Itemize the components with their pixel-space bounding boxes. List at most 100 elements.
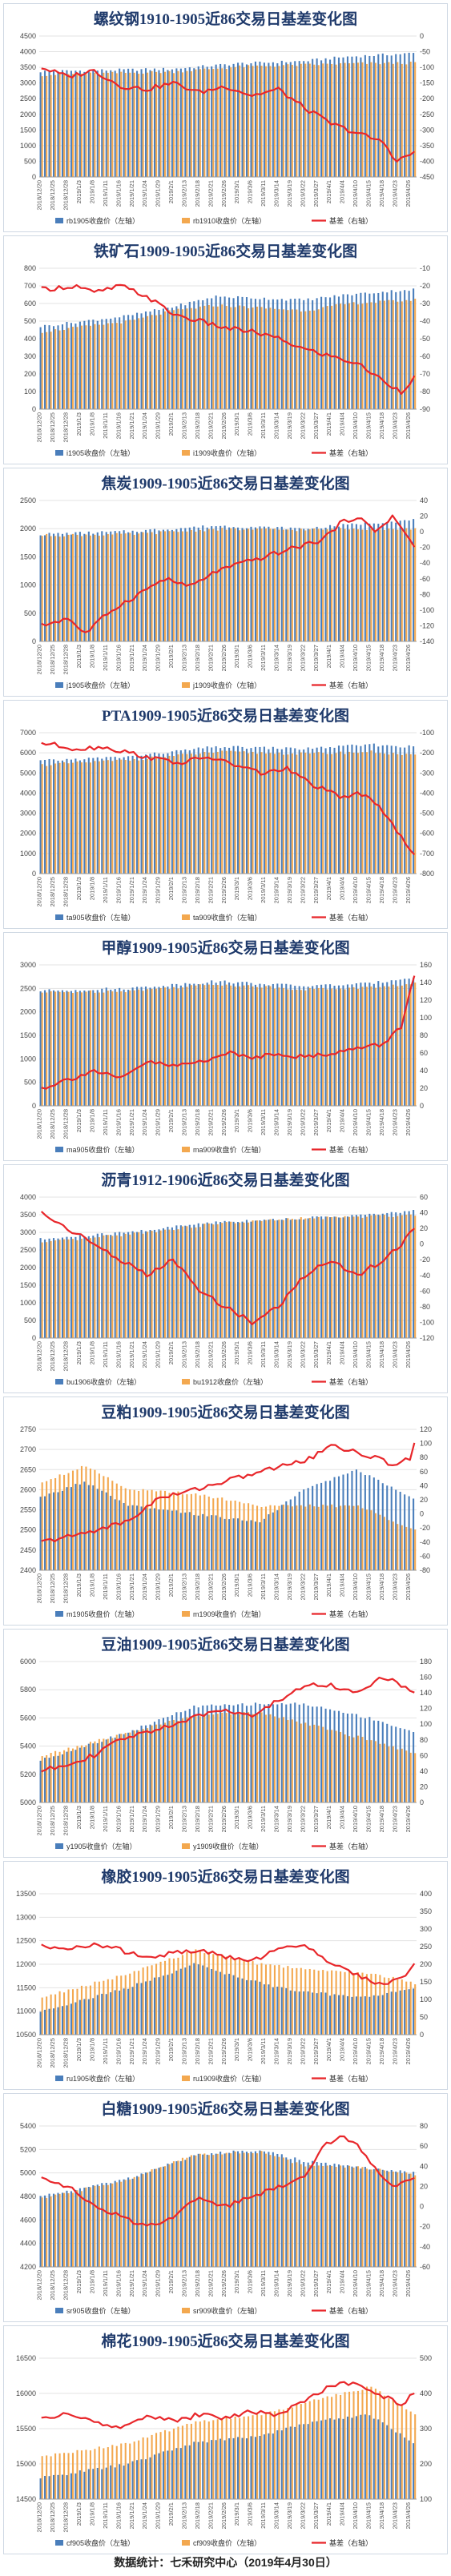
- bar-far: [203, 985, 206, 1106]
- bar-near: [74, 990, 77, 1106]
- bar-far: [172, 310, 175, 409]
- bar-far: [195, 1227, 197, 1338]
- bar-near: [377, 54, 380, 177]
- bar-far: [195, 1715, 197, 1802]
- bar-far: [195, 69, 197, 177]
- bar-far: [291, 2407, 293, 2499]
- bar-far: [344, 1734, 346, 1802]
- bar-near: [250, 1980, 252, 2035]
- legend-label: j1905收盘价（左轴）: [66, 681, 135, 689]
- left-axis-tick-label: 2750: [20, 1425, 36, 1433]
- bar-far: [331, 1216, 333, 1338]
- bar-far: [414, 754, 417, 874]
- bar-far: [159, 1490, 162, 1570]
- bar-near: [307, 1218, 309, 1338]
- bar-far: [212, 985, 215, 1106]
- x-axis-tick-label: 2019/2/21: [207, 2038, 214, 2064]
- chart-title: 沥青1912-1906近86交易日基差变化图: [101, 1172, 350, 1189]
- right-axis-tick-label: -60: [420, 575, 430, 583]
- bar-near: [232, 2150, 235, 2267]
- bar-near: [272, 1704, 274, 1802]
- bar-near: [175, 983, 178, 1106]
- bar-far: [282, 1504, 284, 1570]
- legend-label: 基差（右轴）: [329, 2306, 372, 2315]
- bar-near: [110, 757, 112, 874]
- bar-far: [207, 528, 210, 641]
- bar-near: [175, 1971, 178, 2035]
- bar-far: [216, 306, 219, 409]
- bar-near: [136, 532, 139, 641]
- bar-far: [199, 1495, 201, 1570]
- bar-far: [138, 2440, 140, 2499]
- bar-near: [162, 1975, 164, 2035]
- bar-near: [184, 749, 187, 874]
- x-axis-tick-label: 2019/1/16: [115, 1109, 122, 1135]
- bar-far: [138, 2176, 140, 2267]
- right-axis-tick-label: -70: [420, 370, 430, 378]
- bar-far: [115, 1975, 118, 2035]
- bar-near: [211, 526, 213, 641]
- bar-near: [52, 71, 55, 177]
- bar-far: [207, 69, 210, 177]
- bar-far: [304, 63, 307, 177]
- bar-near: [101, 1993, 103, 2035]
- bar-near: [254, 1521, 256, 1570]
- x-axis-tick-label: 2019/4/23: [391, 1573, 398, 1600]
- bar-far: [239, 530, 241, 641]
- bar-far: [356, 1216, 360, 1338]
- basis-line: [41, 67, 415, 163]
- bar-near: [237, 1222, 240, 1338]
- bar-far: [207, 1951, 210, 2035]
- left-axis-tick-label: 3000: [20, 810, 36, 818]
- x-axis-tick-label: 2019/2/13: [180, 877, 187, 903]
- bar-far: [230, 1221, 232, 1338]
- bar-far: [252, 986, 254, 1106]
- bar-far: [89, 72, 91, 177]
- bar-far: [379, 1975, 381, 2035]
- bar-near: [399, 1990, 401, 2035]
- bar-far: [107, 534, 109, 641]
- bar-far: [80, 1745, 83, 1802]
- bar-near: [351, 744, 353, 874]
- bar-far: [248, 2153, 250, 2267]
- bar-near: [329, 984, 332, 1106]
- bar-far: [147, 1232, 149, 1338]
- bar-near: [280, 2154, 283, 2267]
- bar-far: [317, 1970, 320, 2035]
- bar-far: [282, 754, 284, 874]
- bar-far: [278, 1220, 280, 1338]
- x-axis-tick-label: 2019/4/4: [339, 1341, 346, 1364]
- bar-near: [413, 1988, 415, 2035]
- bar-near: [110, 1235, 112, 1338]
- bar-far: [256, 754, 259, 874]
- bar-near: [364, 744, 366, 874]
- x-axis-tick-label: 2019/4/4: [339, 1109, 346, 1132]
- bar-far: [326, 989, 328, 1106]
- bar-near: [215, 64, 217, 177]
- right-axis-tick-label: -40: [420, 1272, 430, 1280]
- bar-far: [300, 2164, 302, 2267]
- bar-far: [335, 64, 337, 177]
- bar-far: [273, 1965, 276, 2035]
- bar-near: [237, 1704, 240, 1802]
- bar-far: [317, 2399, 320, 2499]
- bar-near: [333, 747, 336, 874]
- bar-near: [61, 533, 64, 641]
- bar-far: [409, 1981, 412, 2035]
- bar-near: [211, 1704, 213, 1802]
- bar-far: [203, 2153, 206, 2267]
- bar-far: [370, 2169, 372, 2267]
- bar-near: [312, 749, 314, 874]
- bar-far: [221, 2418, 223, 2499]
- bar-far: [405, 754, 408, 874]
- x-axis-tick-label: 2019/1/8: [88, 1573, 95, 1597]
- bar-near: [219, 525, 222, 641]
- bar-far: [234, 307, 236, 409]
- bar-near: [399, 291, 401, 409]
- bar-near: [372, 2418, 375, 2499]
- bar-near: [101, 988, 103, 1106]
- bar-far: [63, 762, 66, 874]
- bar-far: [365, 2168, 368, 2267]
- bar-far: [190, 2155, 192, 2267]
- bar-far: [203, 2420, 206, 2499]
